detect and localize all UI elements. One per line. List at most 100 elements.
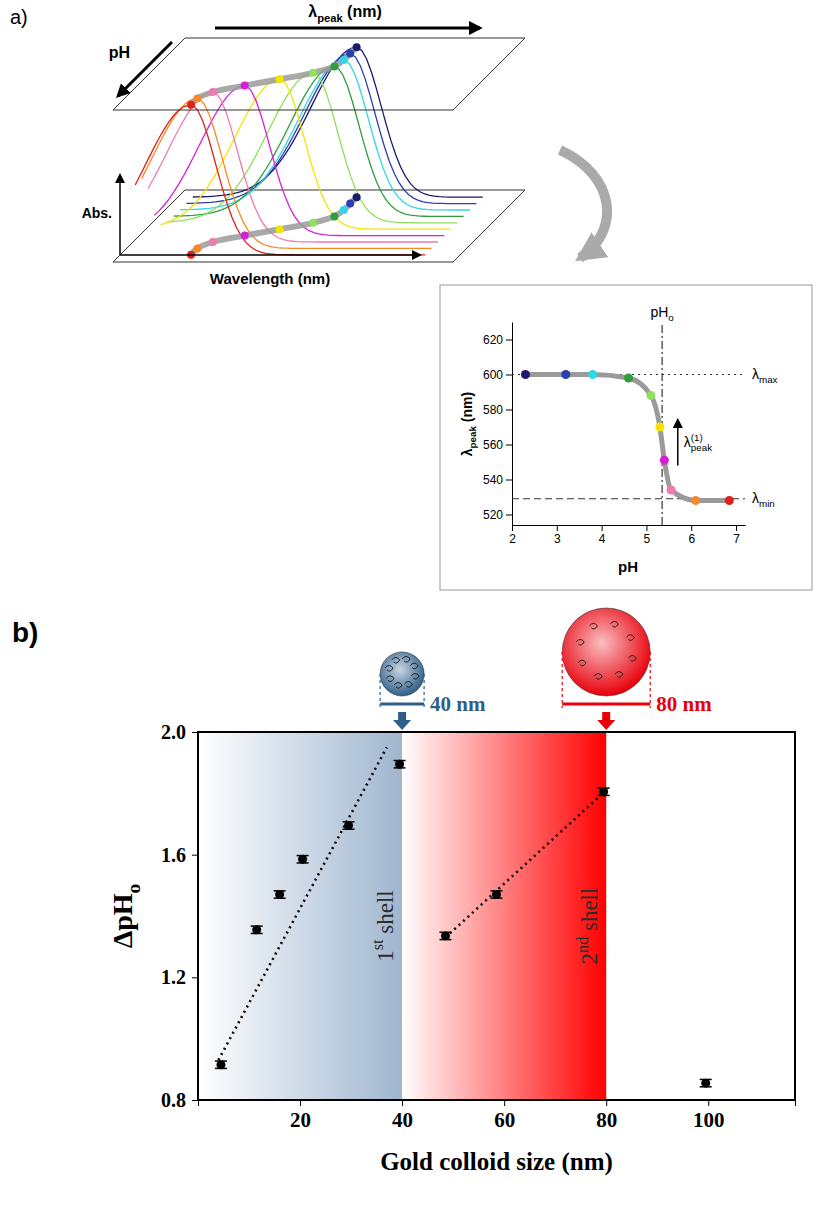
pointer-arrow <box>393 712 411 730</box>
tick: 620 <box>483 333 512 347</box>
data-point <box>667 486 676 495</box>
axis-title: ΔpHo <box>107 883 144 948</box>
data-point <box>521 370 530 379</box>
surface-decoration <box>578 660 586 666</box>
particle: 40 nm <box>380 652 486 730</box>
schematic-peak-dot <box>276 75 284 83</box>
inset-frame <box>440 285 812 590</box>
axis: 20 40 60 80 100 <box>199 1100 796 1132</box>
data-point <box>624 374 633 383</box>
annotation: pHo <box>650 304 674 323</box>
tick-mark <box>708 1100 709 1106</box>
inset-chart: 234567520540560580600620pHλpeak (nm)pHoλ… <box>440 285 812 590</box>
tick-mark <box>691 525 692 531</box>
shell-region <box>402 732 606 1100</box>
dimension-guide <box>562 652 563 708</box>
tick-mark <box>506 410 512 411</box>
surface-decoration <box>576 639 584 645</box>
annotation: λpeak(1) <box>684 432 712 453</box>
tick: 1.2 <box>161 966 198 988</box>
trend-line <box>445 790 606 937</box>
annotation: λmax <box>752 366 778 385</box>
tick: 600 <box>483 368 512 382</box>
tick-label: 580 <box>483 403 503 417</box>
tick: 20 <box>290 1100 311 1132</box>
tick-label: 1.6 <box>161 844 186 866</box>
tick-mark <box>192 977 198 978</box>
error-bar <box>215 1061 227 1068</box>
data-point <box>344 821 353 830</box>
tick-mark <box>192 732 198 733</box>
surface-decoration <box>404 682 412 688</box>
tick-label: 2.0 <box>161 721 186 743</box>
schematic-peak-dot <box>241 82 249 90</box>
tick-label: 3 <box>554 532 561 546</box>
tick: 40 <box>392 1100 413 1132</box>
text-segment: λ <box>684 434 691 450</box>
schematic-peak-dot <box>309 219 317 227</box>
schematic-peak-dot <box>353 193 361 201</box>
schematic-spectrum <box>135 105 425 255</box>
text-segment: 1 <box>373 950 398 962</box>
lower-plane <box>113 190 525 262</box>
shell-region <box>198 732 402 1100</box>
text-segment: peak <box>691 442 712 453</box>
axis-title: λpeak (nm) <box>308 3 382 24</box>
pointer-arrow <box>560 150 607 258</box>
schematic-peak-dot <box>346 200 354 208</box>
data-point <box>298 855 307 864</box>
text-segment: peak <box>317 12 343 24</box>
error-bar <box>439 932 451 939</box>
tick-mark <box>504 1100 505 1106</box>
text-segment: (1) <box>691 432 703 443</box>
tick-label: 540 <box>483 473 503 487</box>
axis-title: pH <box>618 558 638 575</box>
tick: 540 <box>483 473 512 487</box>
size-label: 80 nm <box>656 692 712 716</box>
schematic-peak-dot <box>353 43 361 51</box>
tick-label: 40 <box>392 1108 413 1132</box>
text-segment: o <box>123 883 144 893</box>
schematic-spectrum <box>148 92 438 242</box>
tick: 80 <box>596 1100 617 1132</box>
schematic-peak-dot <box>187 101 195 109</box>
tick-mark <box>192 855 198 856</box>
tick-label: 620 <box>483 333 503 347</box>
tick: 7 <box>733 525 740 546</box>
text-segment: nd <box>574 937 591 953</box>
data-point <box>395 760 404 769</box>
tick-label: 560 <box>483 438 503 452</box>
tick-label: 520 <box>483 508 503 522</box>
data-point <box>655 423 664 432</box>
tick: 100 <box>693 1100 725 1132</box>
error-bar <box>598 788 610 795</box>
schematic: λpeak (nm)pHAbs.Wavelength (nm) <box>82 3 525 287</box>
data-point <box>660 456 669 465</box>
tick-mark <box>602 525 603 531</box>
region-label: 2nd shell <box>574 888 603 965</box>
upper-peak-trace <box>191 47 357 105</box>
schematic-spectrum <box>186 54 476 204</box>
surface-decoration <box>615 672 623 678</box>
axis-line <box>192 733 199 1101</box>
text-segment: λ <box>459 448 475 456</box>
tick-mark <box>506 515 512 516</box>
tick: 1.6 <box>161 844 198 866</box>
tick-mark <box>506 340 512 341</box>
error-bar <box>297 856 309 863</box>
error-bar <box>251 926 263 933</box>
data-point <box>561 370 570 379</box>
schematic-peak-dot <box>330 62 338 70</box>
tick-label: 1.2 <box>161 966 186 988</box>
tick: 5 <box>644 525 651 546</box>
schematic-peak-dot <box>340 206 348 214</box>
surface-decoration <box>411 674 419 680</box>
tick-label: 60 <box>494 1108 515 1132</box>
text-segment: 2 <box>577 953 602 965</box>
schematic-spectrum <box>180 60 470 210</box>
schematic-spectrum <box>161 79 451 229</box>
text-segment: λ <box>752 490 759 506</box>
schematic-peak-dot <box>346 50 354 58</box>
tick-label: 80 <box>596 1108 617 1132</box>
upper-plane <box>113 38 525 110</box>
